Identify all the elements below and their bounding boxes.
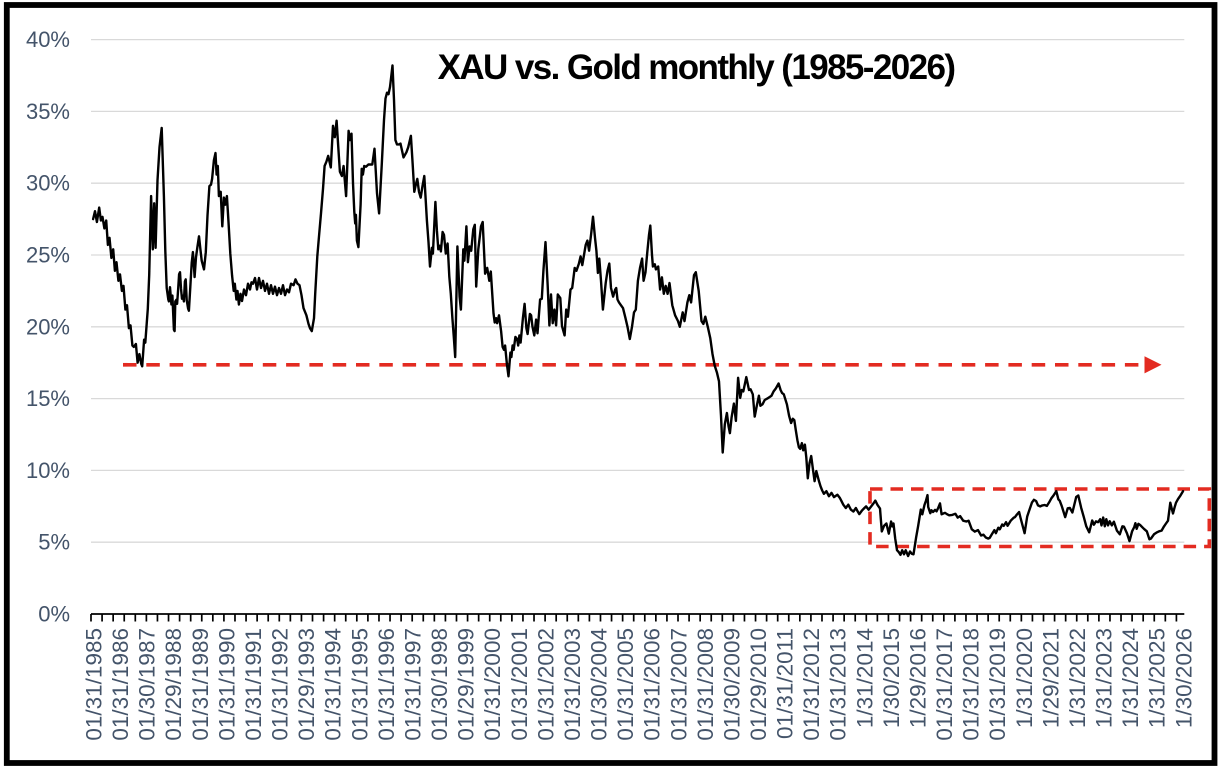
svg-text:01/30/1987: 01/30/1987 <box>135 628 160 741</box>
svg-text:01/31/2002: 01/31/2002 <box>533 628 558 741</box>
svg-text:01/31/1990: 01/31/1990 <box>214 628 239 741</box>
svg-text:15%: 15% <box>26 386 70 411</box>
svg-text:01/31/1989: 01/31/1989 <box>188 628 213 741</box>
svg-text:01/30/1998: 01/30/1998 <box>427 628 452 741</box>
svg-text:01/31/2018: 01/31/2018 <box>959 628 984 741</box>
svg-text:01/31/1997: 01/31/1997 <box>401 628 426 741</box>
svg-text:01/31/2017: 01/31/2017 <box>932 628 957 741</box>
svg-text:30%: 30% <box>26 171 70 196</box>
svg-text:40%: 40% <box>26 27 70 52</box>
svg-text:25%: 25% <box>26 243 70 268</box>
svg-text:01/29/1988: 01/29/1988 <box>161 628 186 741</box>
svg-text:1/30/2015: 1/30/2015 <box>879 628 904 728</box>
svg-text:01/31/1985: 01/31/1985 <box>82 628 107 741</box>
svg-text:01/31/2000: 01/31/2000 <box>480 628 505 741</box>
svg-text:35%: 35% <box>26 99 70 124</box>
svg-text:01/30/2004: 01/30/2004 <box>587 628 612 741</box>
svg-text:01/31/1996: 01/31/1996 <box>374 628 399 741</box>
svg-text:01/31/1986: 01/31/1986 <box>108 628 133 741</box>
svg-text:5%: 5% <box>38 530 70 555</box>
svg-text:1/29/2021: 1/29/2021 <box>1038 628 1063 728</box>
svg-text:01/31/2003: 01/31/2003 <box>560 628 585 741</box>
svg-text:01/31/2011: 01/31/2011 <box>773 628 798 739</box>
svg-text:1/31/2023: 1/31/2023 <box>1092 628 1117 728</box>
svg-text:01/31/2012: 01/31/2012 <box>799 628 824 741</box>
svg-text:01/31/1995: 01/31/1995 <box>347 628 372 741</box>
svg-text:01/31/2005: 01/31/2005 <box>613 628 638 741</box>
svg-text:01/31/2006: 01/31/2006 <box>640 628 665 741</box>
svg-text:01/31/2019: 01/31/2019 <box>985 628 1010 741</box>
svg-text:XAU vs. Gold monthly (1985-202: XAU vs. Gold monthly (1985-2026) <box>438 48 955 87</box>
svg-text:1/31/2025: 1/31/2025 <box>1145 628 1170 728</box>
svg-text:1/31/2014: 1/31/2014 <box>852 628 877 728</box>
svg-text:01/31/2013: 01/31/2013 <box>826 628 851 741</box>
svg-text:01/29/2010: 01/29/2010 <box>746 628 771 741</box>
svg-text:0%: 0% <box>38 602 70 627</box>
svg-text:01/29/1993: 01/29/1993 <box>294 628 319 741</box>
svg-text:1/30/2026: 1/30/2026 <box>1171 628 1196 728</box>
svg-text:1/31/2020: 1/31/2020 <box>1012 628 1037 728</box>
svg-text:01/31/1994: 01/31/1994 <box>321 628 346 741</box>
svg-text:10%: 10% <box>26 458 70 483</box>
svg-text:01/31/2008: 01/31/2008 <box>693 628 718 741</box>
svg-text:01/29/1999: 01/29/1999 <box>454 628 479 741</box>
svg-text:01/31/1992: 01/31/1992 <box>268 628 293 741</box>
svg-text:1/31/2024: 1/31/2024 <box>1118 628 1143 728</box>
svg-text:01/30/2009: 01/30/2009 <box>719 628 744 741</box>
svg-text:01/31/2001: 01/31/2001 <box>507 628 532 741</box>
svg-text:1/31/2022: 1/31/2022 <box>1065 628 1090 728</box>
svg-text:01/31/1991: 01/31/1991 <box>241 628 266 741</box>
svg-text:1/29/2016: 1/29/2016 <box>906 628 931 728</box>
svg-text:20%: 20% <box>26 314 70 339</box>
svg-text:01/31/2007: 01/31/2007 <box>666 628 691 741</box>
